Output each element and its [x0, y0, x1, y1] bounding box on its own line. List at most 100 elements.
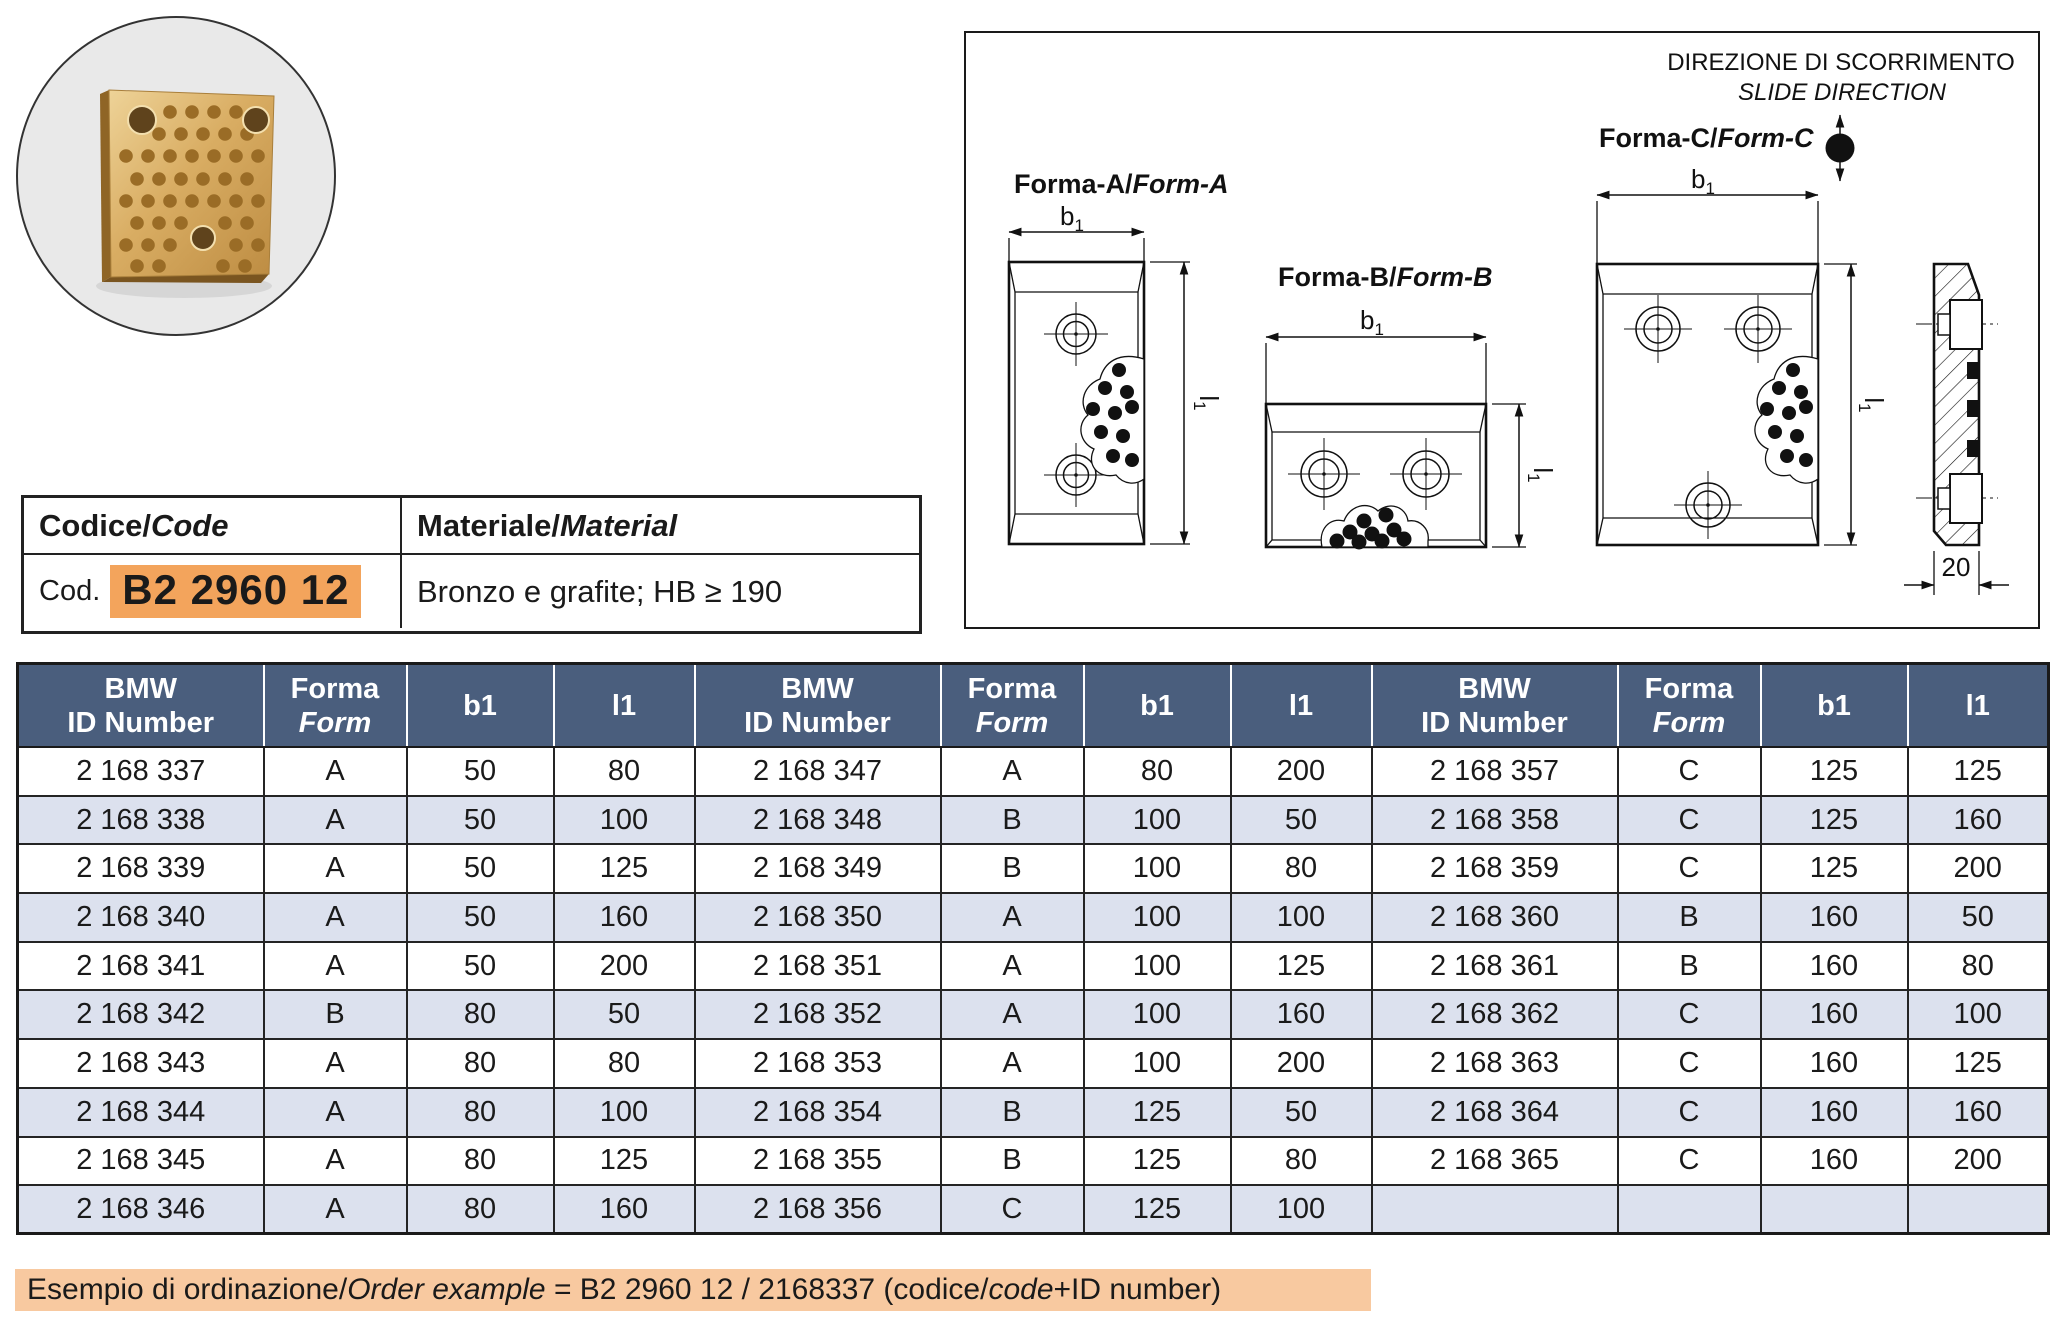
code-value-highlight: B2 2960 12	[110, 565, 362, 618]
cell-b1: 100	[1082, 843, 1232, 895]
cell-b1: 125	[1759, 843, 1909, 895]
cell-l1: 80	[1229, 843, 1373, 895]
svg-text:b1: b1	[1691, 164, 1715, 198]
cell-bmw-id: 2 168 354	[693, 1086, 942, 1138]
cell-form: A	[939, 892, 1085, 943]
header-l1: l1	[1229, 663, 1373, 748]
mounting-holes	[127, 105, 270, 251]
cell-form: B	[1616, 940, 1762, 992]
cell-l1: 80	[1906, 940, 2050, 992]
cell-l1: 100	[1229, 1184, 1373, 1235]
cell-form: A	[262, 843, 408, 895]
cell-form: C	[1616, 746, 1762, 797]
cell-l1: 100	[1229, 892, 1373, 943]
cell-bmw-id: 2 168 342	[16, 989, 265, 1041]
cell-form: A	[939, 1038, 1085, 1089]
cell-form: C	[1616, 843, 1762, 895]
cell-bmw-id: 2 168 343	[16, 1038, 265, 1089]
cell-l1	[1906, 1184, 2050, 1235]
cell-form: C	[939, 1184, 1085, 1235]
table-row: 2 168 346 A 80 160 2 168 356 C 125 100	[16, 1184, 2050, 1235]
cell-form: A	[262, 794, 408, 846]
svg-text:l1: l1	[1524, 467, 1558, 482]
cell-l1: 160	[1229, 989, 1373, 1041]
cell-l1: 200	[1906, 843, 2050, 895]
cell-bmw-id: 2 168 350	[693, 892, 942, 943]
cell-form: A	[262, 1086, 408, 1138]
cell-form: A	[939, 989, 1085, 1041]
header-b1: b1	[1759, 663, 1909, 748]
svg-text:b1: b1	[1060, 201, 1084, 235]
cell-b1: 160	[1759, 1086, 1909, 1138]
cell-l1: 50	[552, 989, 696, 1041]
cell-b1: 50	[405, 746, 555, 797]
cell-bmw-id: 2 168 337	[16, 746, 265, 797]
cell-b1: 160	[1759, 892, 1909, 943]
cell-form: B	[939, 1135, 1085, 1187]
code-material-table: Codice/Code Materiale/Material Cod. B2 2…	[21, 495, 922, 634]
graphite-plugs	[1760, 363, 1813, 467]
header-form: Forma Form	[1616, 663, 1762, 748]
cell-bmw-id: 2 168 352	[693, 989, 942, 1041]
cell-form: B	[939, 843, 1085, 895]
code-header-en: Code	[150, 507, 229, 543]
header-b1: b1	[1082, 663, 1232, 748]
svg-text:b1: b1	[1360, 305, 1384, 339]
cell-l1: 100	[552, 794, 696, 846]
cell-b1: 80	[405, 1184, 555, 1235]
cell-bmw-id: 2 168 339	[16, 843, 265, 895]
cell-l1: 200	[1229, 746, 1373, 797]
table-row: 2 168 343 A 80 80 2 168 353 A 100 200 2 168 363 C…	[16, 1038, 2050, 1089]
cell-bmw-id: 2 168 348	[693, 794, 942, 846]
cell-bmw-id	[1370, 1184, 1619, 1235]
svg-text:l1: l1	[1190, 395, 1224, 410]
cell-form: B	[1616, 892, 1762, 943]
cell-b1: 160	[1759, 989, 1909, 1041]
svg-text:Forma-A/Form-A: Forma-A/Form-A	[1014, 169, 1229, 199]
material-header-en: Material	[560, 507, 678, 543]
cell-b1: 100	[1082, 794, 1232, 846]
side-section-view: 20	[1904, 262, 2009, 595]
header-l1: l1	[552, 663, 696, 748]
table-row: 2 168 339 A 50 125 2 168 349 B 100 80 2 168 359 C…	[16, 843, 2050, 895]
table-row: 2 168 344 A 80 100 2 168 354 B 125 50 2 168 364 C…	[16, 1086, 2050, 1138]
svg-text:Forma-C/Form-C: Forma-C/Form-C	[1599, 123, 1814, 153]
svg-text:SLIDE DIRECTION: SLIDE DIRECTION	[1738, 79, 1947, 106]
code-header: Codice/Code	[24, 498, 402, 555]
cell-bmw-id: 2 168 362	[1370, 989, 1619, 1041]
product-photo	[16, 16, 336, 336]
parts-table-body: 2 168 337 A 50 80 2 168 347 A 80 200 2 168 357 C 1…	[16, 746, 2050, 1235]
cell-b1: 100	[1082, 989, 1232, 1041]
slide-direction-icon	[1825, 114, 1855, 182]
cell-l1: 80	[552, 1038, 696, 1089]
cell-bmw-id: 2 168 360	[1370, 892, 1619, 943]
form-c-drawing: Forma-C/Form-C b1	[1595, 123, 1889, 547]
technical-drawings-panel: DIREZIONE DI SCORRIMENTO SLIDE DIRECTION…	[964, 31, 2040, 629]
table-header-row: BMW ID Number Forma Form b1 l1 BMW ID Numbe…	[16, 663, 2050, 748]
cell-form: B	[939, 794, 1085, 846]
cell-b1: 80	[405, 1086, 555, 1138]
cell-bmw-id: 2 168 344	[16, 1086, 265, 1138]
form-a-drawing: Forma-A/Form-A b1	[1007, 169, 1229, 546]
countersink-hole	[1724, 295, 1792, 363]
countersink-hole	[1044, 443, 1108, 507]
cell-l1: 160	[1906, 794, 2050, 846]
material-header-it: Materiale/	[417, 507, 561, 543]
header-form: Forma Form	[262, 663, 408, 748]
header-b1: b1	[405, 663, 555, 748]
countersink-hole	[1674, 471, 1742, 539]
cell-b1: 50	[405, 843, 555, 895]
countersink-hole	[1044, 302, 1108, 366]
code-prefix: Cod.	[39, 575, 101, 607]
table-row: 2 168 338 A 50 100 2 168 348 B 100 50 2 168 358 C…	[16, 794, 2050, 846]
cell-b1: 80	[405, 1135, 555, 1187]
cell-bmw-id: 2 168 356	[693, 1184, 942, 1235]
cell-bmw-id: 2 168 345	[16, 1135, 265, 1187]
slide-direction-label: DIREZIONE DI SCORRIMENTO SLIDE DIRECTION	[1667, 49, 2015, 106]
cell-bmw-id: 2 168 365	[1370, 1135, 1619, 1187]
header-bmw-id: BMW ID Number	[16, 663, 265, 748]
cell-l1: 50	[1229, 1086, 1373, 1138]
cell-bmw-id: 2 168 341	[16, 940, 265, 992]
cell-bmw-id: 2 168 347	[693, 746, 942, 797]
cell-form: B	[262, 989, 408, 1041]
